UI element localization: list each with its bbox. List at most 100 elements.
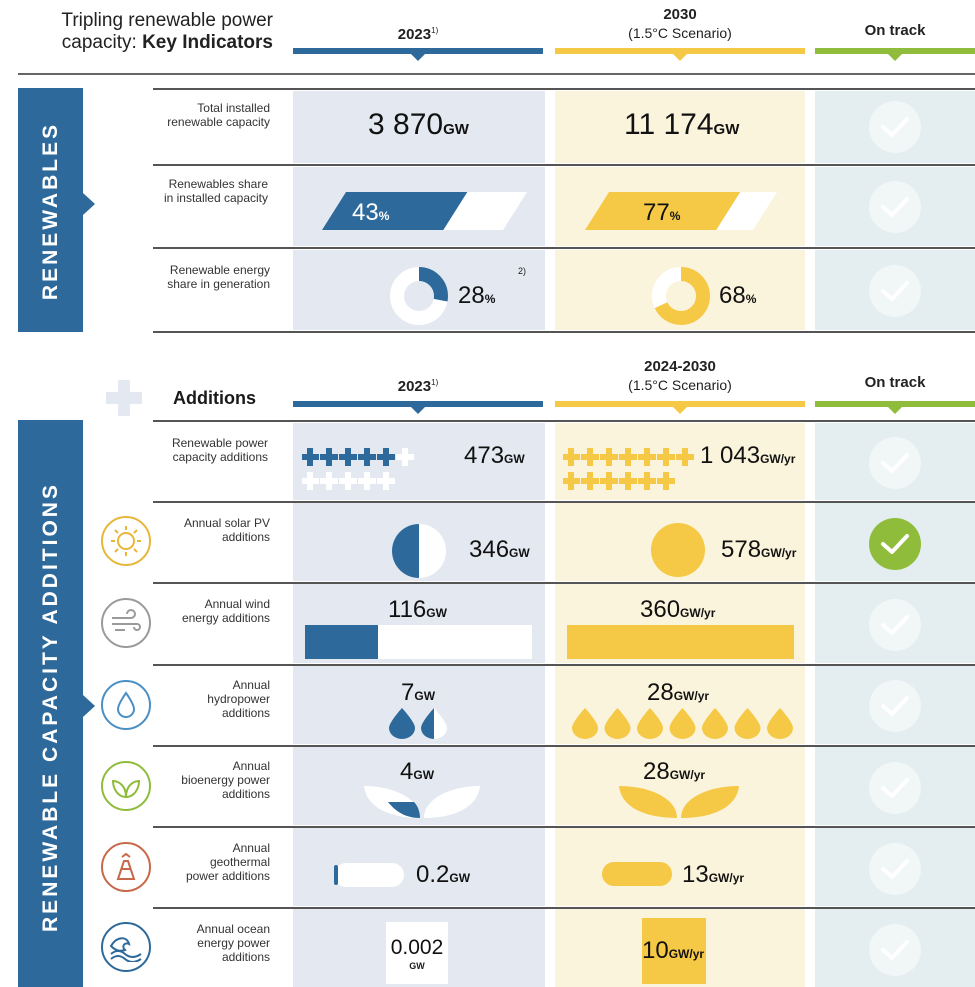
share-bar-2030-fill <box>585 192 741 230</box>
header-bar-2023-additions <box>293 401 543 407</box>
plus-mark <box>339 448 357 466</box>
plus-mark <box>638 472 656 490</box>
hydro-drops-2023 <box>389 708 447 739</box>
renewables-sideband-notch <box>83 193 95 215</box>
plus-mark <box>377 472 395 490</box>
solar-circle-2023-fill <box>392 524 419 578</box>
label-wind: Annual wind energy additions <box>181 597 270 625</box>
column-header-on-track: On track <box>864 22 926 39</box>
row-rule <box>153 664 975 666</box>
value-2023-total-capacity: 3 870GW <box>368 108 469 141</box>
cell-2023-hydro <box>293 666 545 744</box>
chart-title: Tripling renewable power capacity: Key I… <box>18 10 273 54</box>
plus-mark <box>657 448 675 466</box>
header-notch-on-track-additions <box>888 407 902 414</box>
check-icon <box>869 101 921 153</box>
column-header-2030: 2030 (1.5°C Scenario) <box>555 6 805 42</box>
plus-mark <box>619 448 637 466</box>
plus-grid-2023 <box>302 448 414 490</box>
hydro-drops-2030 <box>572 708 793 739</box>
value-2023-geo: 0.2GW <box>416 861 471 888</box>
value-2023-wind: 116GW <box>388 596 447 623</box>
hydro-drop <box>767 708 793 739</box>
ocean-square-2030 <box>642 918 706 984</box>
value-2030-share-generation: 68% <box>719 282 757 309</box>
check-icon <box>869 599 921 651</box>
additions-label: Additions <box>173 388 256 408</box>
value-2023-solar: 346GW <box>469 536 530 563</box>
value-2030-total-capacity: 11 174GW <box>624 108 740 141</box>
plus-mark <box>377 448 395 466</box>
row-rule <box>153 582 975 584</box>
plus-icon <box>106 380 142 416</box>
header-bar-2024-2030 <box>555 401 805 407</box>
header-bar-2023 <box>293 48 543 54</box>
cell-2023-total-capacity <box>293 91 545 163</box>
column-header-2023-additions: 20231) <box>397 378 439 395</box>
footnote-2: 2) <box>518 266 527 276</box>
column-header-2023: 20231) <box>397 26 439 43</box>
share-bar-2023 <box>322 192 527 230</box>
share-bar-2023-fill <box>322 192 468 230</box>
label-total-additions: Renewable power capacity additions <box>171 436 268 464</box>
check-icon <box>869 437 921 489</box>
check-icon <box>869 924 921 976</box>
hydro-drop-2023-1 <box>389 708 415 739</box>
check-icon <box>869 680 921 732</box>
label-share-capacity: Renewables share in installed capacity <box>163 177 268 205</box>
value-2023-hydro: 7GW <box>401 679 436 706</box>
check-icon <box>869 181 921 233</box>
plus-mark <box>339 472 357 490</box>
plus-mark <box>320 472 338 490</box>
wind-bar-2023-fill <box>305 625 379 659</box>
label-share-generation: Renewable energy share in generation <box>167 263 270 291</box>
cell-2030-total-additions <box>555 423 805 500</box>
row-rule <box>153 420 975 422</box>
title-line2-bold: Key Indicators <box>142 32 273 53</box>
row-rule <box>153 164 975 166</box>
label-bio: Annual bioenergy power additions <box>181 759 270 801</box>
geo-pill-2023 <box>334 863 404 887</box>
wind-icon <box>101 598 151 648</box>
header-bar-on-track-additions <box>815 401 975 407</box>
value-2030-solar: 578GW/yr <box>721 536 797 563</box>
cell-2030-bio <box>555 747 805 825</box>
hydro-drop-2023-2-fill <box>421 708 434 739</box>
plus-mark <box>320 448 338 466</box>
column-header-on-track-additions: On track <box>864 374 926 391</box>
plus-mark <box>581 448 599 466</box>
geo-pill-2030-fill <box>602 862 672 886</box>
header-notch-2023 <box>411 54 425 61</box>
geo-pill-2030 <box>602 862 672 886</box>
header-bar-on-track <box>815 48 975 54</box>
leaf-icon <box>101 761 151 811</box>
header-notch-on-track <box>888 54 902 61</box>
value-2030-total-additions: 1 043GW/yr <box>700 442 796 469</box>
ocean-square-2023 <box>386 922 448 984</box>
plus-mark <box>600 472 618 490</box>
value-2023-share-capacity: 43% <box>352 199 390 226</box>
geo-pill-2023-track <box>334 863 404 887</box>
plus-mark <box>358 472 376 490</box>
solar-circle-2023 <box>392 524 446 578</box>
title-line2-prefix: capacity: <box>61 32 143 53</box>
plus-mark <box>638 448 656 466</box>
value-2023-share-generation: 28% <box>458 282 496 309</box>
check-icon <box>869 518 921 570</box>
geo-pill-2023-fill <box>334 865 338 885</box>
title-rule <box>18 73 975 75</box>
plus-mark <box>657 472 675 490</box>
plus-mark <box>581 472 599 490</box>
column-header-2024-2030-sub: (1.5°C Scenario) <box>628 377 732 393</box>
hydro-drop <box>702 708 728 739</box>
share-bar-2030 <box>585 192 777 230</box>
plus-mark <box>302 448 319 466</box>
plus-grid-2030 <box>563 448 694 490</box>
label-hydro: Annual hydropower additions <box>207 678 270 720</box>
hydro-drop <box>734 708 761 739</box>
cell-2023-total-additions <box>293 423 545 500</box>
header-notch-2030 <box>673 54 687 61</box>
bio-leaf-2030-left <box>619 786 677 818</box>
column-header-2030-sub: (1.5°C Scenario) <box>628 25 732 41</box>
footnote-1: 1) <box>431 26 439 35</box>
